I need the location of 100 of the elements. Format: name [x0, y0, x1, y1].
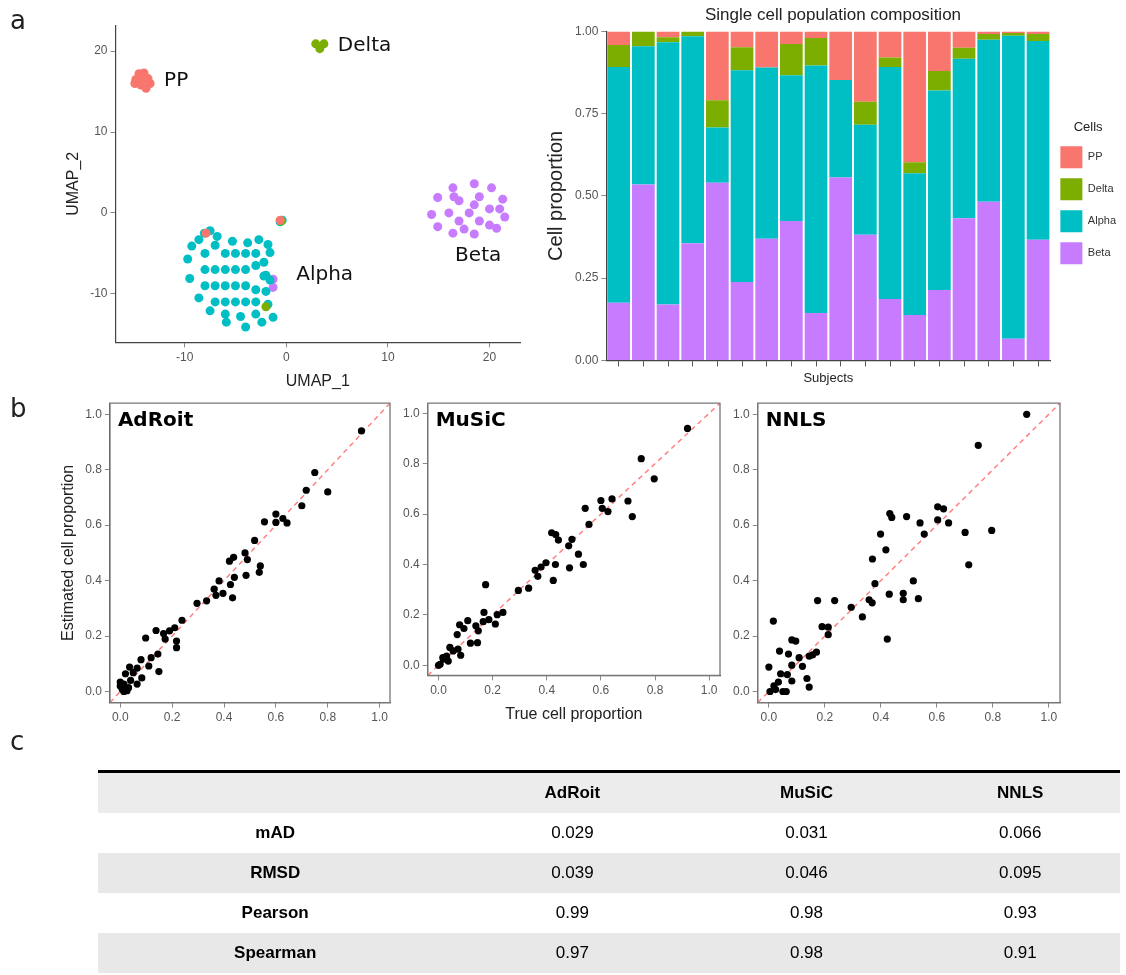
point	[485, 220, 495, 230]
point	[152, 626, 160, 635]
point	[777, 670, 785, 678]
x-axis-title: True cell proportion	[505, 704, 643, 722]
point	[185, 273, 195, 283]
bar	[854, 101, 877, 125]
bar	[706, 182, 729, 360]
y-tick-label: 1.0	[402, 405, 420, 420]
y-tick-label: 0.50	[575, 188, 599, 203]
point	[568, 535, 576, 543]
x-tick-label: 0.2	[816, 710, 834, 725]
point	[485, 204, 495, 214]
bar	[878, 31, 902, 58]
point	[608, 495, 616, 503]
text: b	[10, 393, 27, 423]
bar	[928, 289, 951, 360]
y-tick-label: 0.00	[575, 352, 599, 367]
point	[444, 208, 454, 218]
point	[159, 629, 168, 638]
bar	[1026, 40, 1050, 240]
point	[469, 200, 479, 210]
point	[482, 581, 490, 589]
point	[847, 603, 855, 611]
point	[215, 577, 223, 585]
point	[579, 560, 587, 569]
point	[210, 297, 220, 307]
point	[598, 504, 606, 512]
point	[227, 236, 237, 246]
point	[241, 297, 251, 307]
point	[805, 652, 813, 660]
text: Pearson	[240, 902, 310, 924]
point	[783, 671, 791, 679]
point	[142, 634, 150, 642]
x-tick-label: -10	[175, 349, 194, 364]
point	[637, 455, 645, 463]
point	[243, 238, 253, 248]
point	[324, 488, 332, 496]
point	[460, 624, 468, 633]
bar	[804, 313, 828, 360]
point	[775, 647, 784, 655]
y-tick-label: 0.4	[85, 572, 103, 587]
point	[172, 637, 181, 645]
point	[251, 309, 261, 319]
point	[473, 639, 482, 647]
bar	[903, 162, 927, 174]
point	[454, 216, 464, 226]
point	[500, 212, 510, 222]
point	[525, 584, 533, 592]
bar	[780, 75, 803, 221]
y-tick-label: 0.0	[402, 657, 420, 672]
point	[534, 572, 542, 580]
point	[537, 563, 545, 571]
point	[243, 555, 251, 564]
point	[172, 644, 181, 652]
x-tick-label: 1.0	[1040, 710, 1058, 725]
bar	[780, 31, 803, 44]
x-tick-label: 0.8	[319, 710, 337, 725]
point	[230, 573, 238, 581]
point	[236, 312, 246, 322]
bar	[928, 70, 951, 91]
series-label: PP	[164, 66, 189, 91]
point	[279, 514, 287, 523]
bar	[854, 31, 877, 102]
point	[219, 589, 227, 597]
point	[133, 664, 141, 672]
y-tick-label: 0.4	[402, 556, 420, 571]
point	[581, 504, 589, 512]
point	[261, 286, 271, 296]
y-tick-label: 0.2	[732, 628, 750, 643]
point	[765, 663, 773, 671]
point	[444, 657, 452, 665]
point	[774, 678, 782, 686]
point	[934, 516, 942, 524]
point	[194, 235, 204, 245]
text: 0.99	[554, 902, 590, 924]
x-tick-label: 0.6	[267, 710, 285, 725]
point	[145, 662, 153, 670]
point	[205, 306, 215, 316]
y-axis-title: Cell proportion	[543, 130, 566, 261]
point	[251, 285, 261, 295]
bar	[681, 36, 705, 244]
point	[788, 677, 796, 685]
point	[883, 635, 891, 643]
point	[824, 623, 832, 631]
y-tick-label: 0.6	[732, 517, 750, 532]
point	[241, 265, 251, 275]
point	[315, 44, 325, 54]
x-tick-label: 1.0	[700, 682, 718, 697]
bar	[730, 70, 754, 283]
point	[230, 281, 240, 291]
point	[585, 520, 593, 529]
point	[916, 519, 924, 527]
point	[469, 179, 479, 189]
x-tick-label: 0.4	[538, 682, 556, 697]
text: 0.029	[550, 822, 595, 844]
series-label: Delta	[337, 31, 392, 56]
y-tick-label: 0.6	[85, 517, 103, 532]
point	[154, 650, 162, 658]
point	[268, 282, 278, 292]
point	[792, 637, 800, 645]
